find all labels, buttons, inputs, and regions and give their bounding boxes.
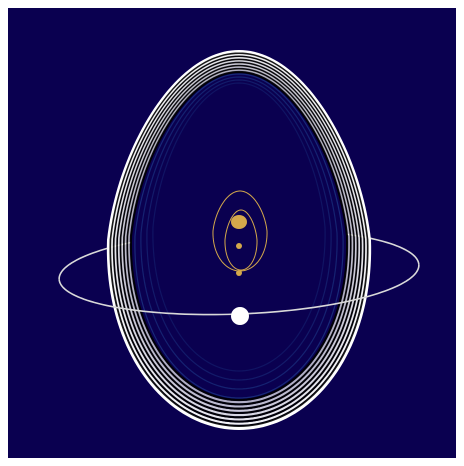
shell-band (126, 67, 352, 406)
shell-band (117, 60, 361, 417)
shell-band (129, 70, 349, 402)
inner-glow-ring (152, 82, 326, 372)
core-orbit-outer (212, 190, 268, 272)
core-orbit-inner (224, 209, 258, 271)
inner-glow-ring (134, 73, 344, 399)
inner-glow-ring (140, 76, 338, 390)
shell-band (111, 53, 367, 425)
egg-inner-glow-rings (134, 73, 344, 399)
core-planet-lower (236, 270, 242, 276)
golden-core-system (212, 190, 268, 276)
shell-band (109, 52, 369, 427)
shell-band (128, 69, 350, 404)
white-moon (231, 307, 249, 325)
shell-band (116, 58, 362, 419)
core-sun (231, 215, 247, 229)
shell-band (119, 61, 359, 415)
shell-band (112, 55, 366, 423)
shell-band (124, 66, 354, 408)
egg-shell-rings (106, 49, 372, 431)
inner-glow-ring (146, 79, 332, 381)
shell-band (114, 57, 364, 421)
core-planet-upper (236, 243, 242, 249)
shell-band (106, 49, 372, 431)
shell-band (121, 63, 357, 412)
shell-band (122, 64, 356, 410)
